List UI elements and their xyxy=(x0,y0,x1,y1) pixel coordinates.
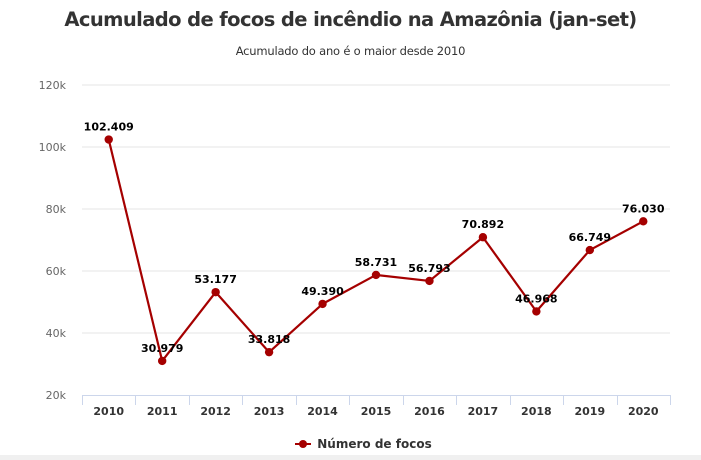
data-label: 49.390 xyxy=(301,285,344,298)
x-tick-label: 2011 xyxy=(147,405,178,418)
data-label: 70.892 xyxy=(462,218,504,231)
y-tick-label: 100k xyxy=(39,141,67,154)
bottom-strip xyxy=(0,455,701,460)
x-tick-label: 2013 xyxy=(254,405,285,418)
data-point xyxy=(478,233,488,242)
x-tick-label: 2016 xyxy=(414,405,445,418)
chart-subtitle: Acumulado do ano é o maior desde 2010 xyxy=(235,44,466,58)
y-tick-label: 80k xyxy=(46,203,67,216)
x-tick-label: 2017 xyxy=(468,405,499,418)
data-point xyxy=(264,347,274,357)
series-line xyxy=(107,139,644,363)
data-label: 53.177 xyxy=(194,273,236,286)
data-labels: 102.409 30.979 53.177 33.818 49.390 58.731 56.… xyxy=(84,121,665,355)
x-tick-label: 2018 xyxy=(521,405,552,418)
x-tick-label: 2010 xyxy=(93,405,124,418)
data-label: 46.968 xyxy=(515,292,557,305)
x-tick-label: 2014 xyxy=(307,405,338,418)
data-label: 66.749 xyxy=(569,231,611,244)
x-tick-label: 2019 xyxy=(575,405,606,418)
chart-title: Acumulado de focos de incêndio na Amazôn… xyxy=(64,8,637,31)
data-label: 30.979 xyxy=(141,342,183,355)
gridlines xyxy=(82,84,670,334)
series-numero-de-focos xyxy=(104,135,648,366)
data-point xyxy=(639,217,648,226)
data-label: 102.409 xyxy=(84,121,134,134)
y-axis: 20k 40k 60k 80k 100k 120k xyxy=(39,79,67,402)
x-tick-label: 2015 xyxy=(361,405,392,418)
x-tick-label: 2012 xyxy=(200,405,231,418)
y-tick-label: 40k xyxy=(46,327,67,340)
y-tick-label: 60k xyxy=(46,265,67,278)
x-axis: 2010 2011 2012 2013 2014 2015 2016 2017 2018 2019… xyxy=(82,395,671,418)
legend[interactable]: Número de focos xyxy=(0,437,701,452)
data-point xyxy=(318,299,327,309)
legend-item-numero-de-focos[interactable]: Número de focos xyxy=(295,437,432,451)
data-point xyxy=(104,135,113,144)
data-label: 33.818 xyxy=(248,333,290,346)
data-point xyxy=(532,307,541,316)
data-point xyxy=(585,245,595,255)
data-point xyxy=(425,276,434,286)
data-label: 58.731 xyxy=(355,256,397,269)
data-label: 56.793 xyxy=(408,262,450,275)
data-point xyxy=(371,270,381,280)
y-tick-label: 120k xyxy=(39,79,67,92)
y-tick-label: 20k xyxy=(46,389,67,402)
data-label: 76.030 xyxy=(622,202,665,215)
legend-line-marker-icon xyxy=(295,439,312,449)
data-point xyxy=(211,287,220,297)
legend-label: Número de focos xyxy=(317,437,432,451)
x-tick-label: 2020 xyxy=(628,405,659,418)
data-point xyxy=(157,356,167,366)
